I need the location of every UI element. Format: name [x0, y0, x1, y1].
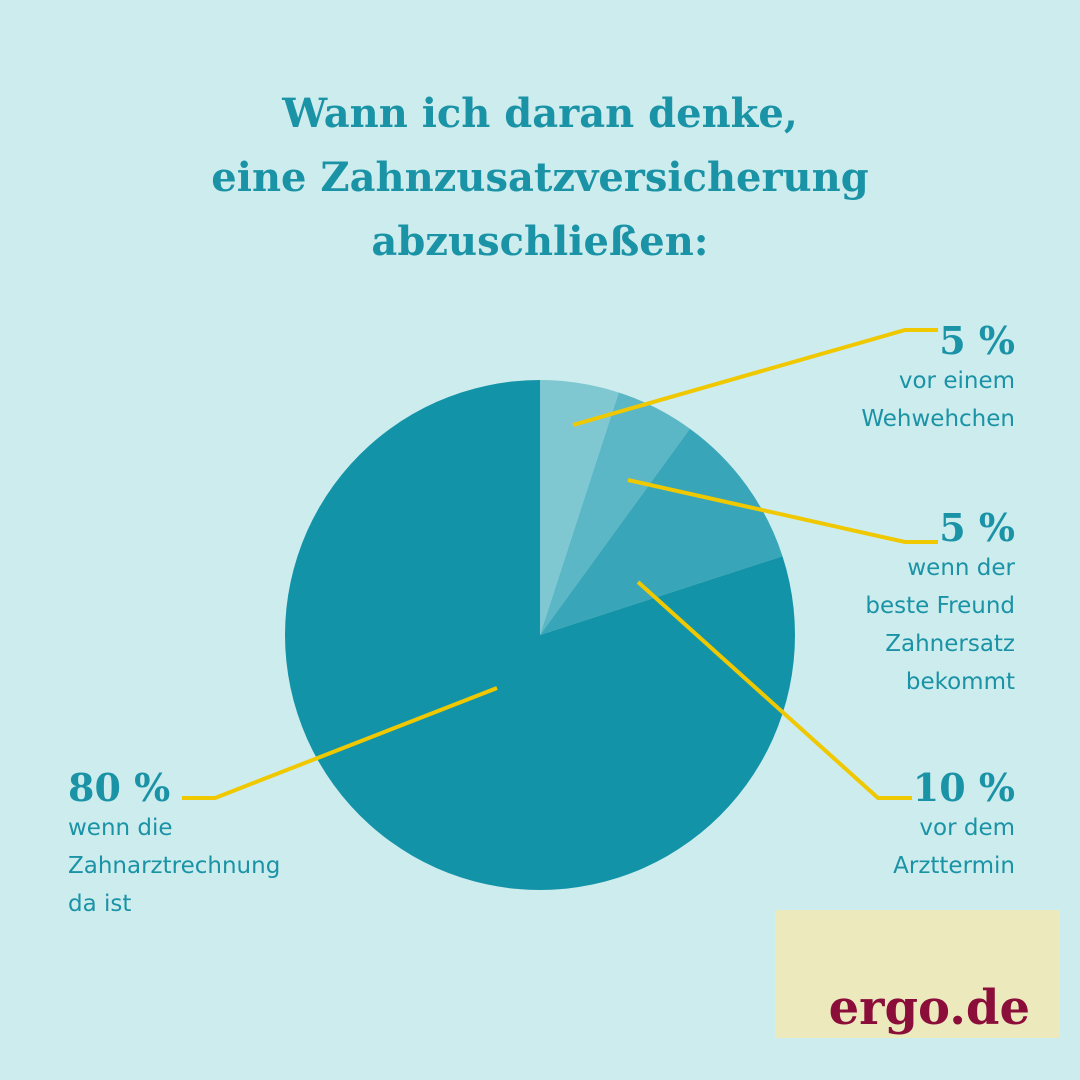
- decoration: [775, 910, 1060, 1038]
- pie-slice: [540, 392, 690, 635]
- pie-slice: [540, 428, 783, 635]
- leader-line: [182, 686, 498, 800]
- leader-lines: [182, 328, 938, 800]
- value-label: 5 %: [939, 505, 1015, 550]
- category-label: vor einem Wehwehchen: [861, 368, 1015, 432]
- value-label: 80 %: [68, 765, 171, 810]
- pie-slice: [285, 380, 795, 890]
- chart-title: Wann ich daran denke, eine Zahnzusatzver…: [211, 90, 869, 265]
- leader-line: [627, 478, 938, 544]
- category-label: vor dem Arzttermin: [893, 815, 1015, 879]
- category-label: wenn der beste Freund Zahnersatz bekommt: [865, 555, 1015, 695]
- value-label: 10 %: [912, 765, 1015, 810]
- leader-line: [572, 328, 938, 427]
- pie: [285, 380, 795, 890]
- value-label: 5 %: [939, 318, 1015, 363]
- category-label: wenn die Zahnarztrechnung da ist: [68, 815, 281, 917]
- pie-slice: [540, 380, 619, 635]
- brand: ergo.de: [828, 980, 1030, 1036]
- leader-line: [636, 580, 912, 800]
